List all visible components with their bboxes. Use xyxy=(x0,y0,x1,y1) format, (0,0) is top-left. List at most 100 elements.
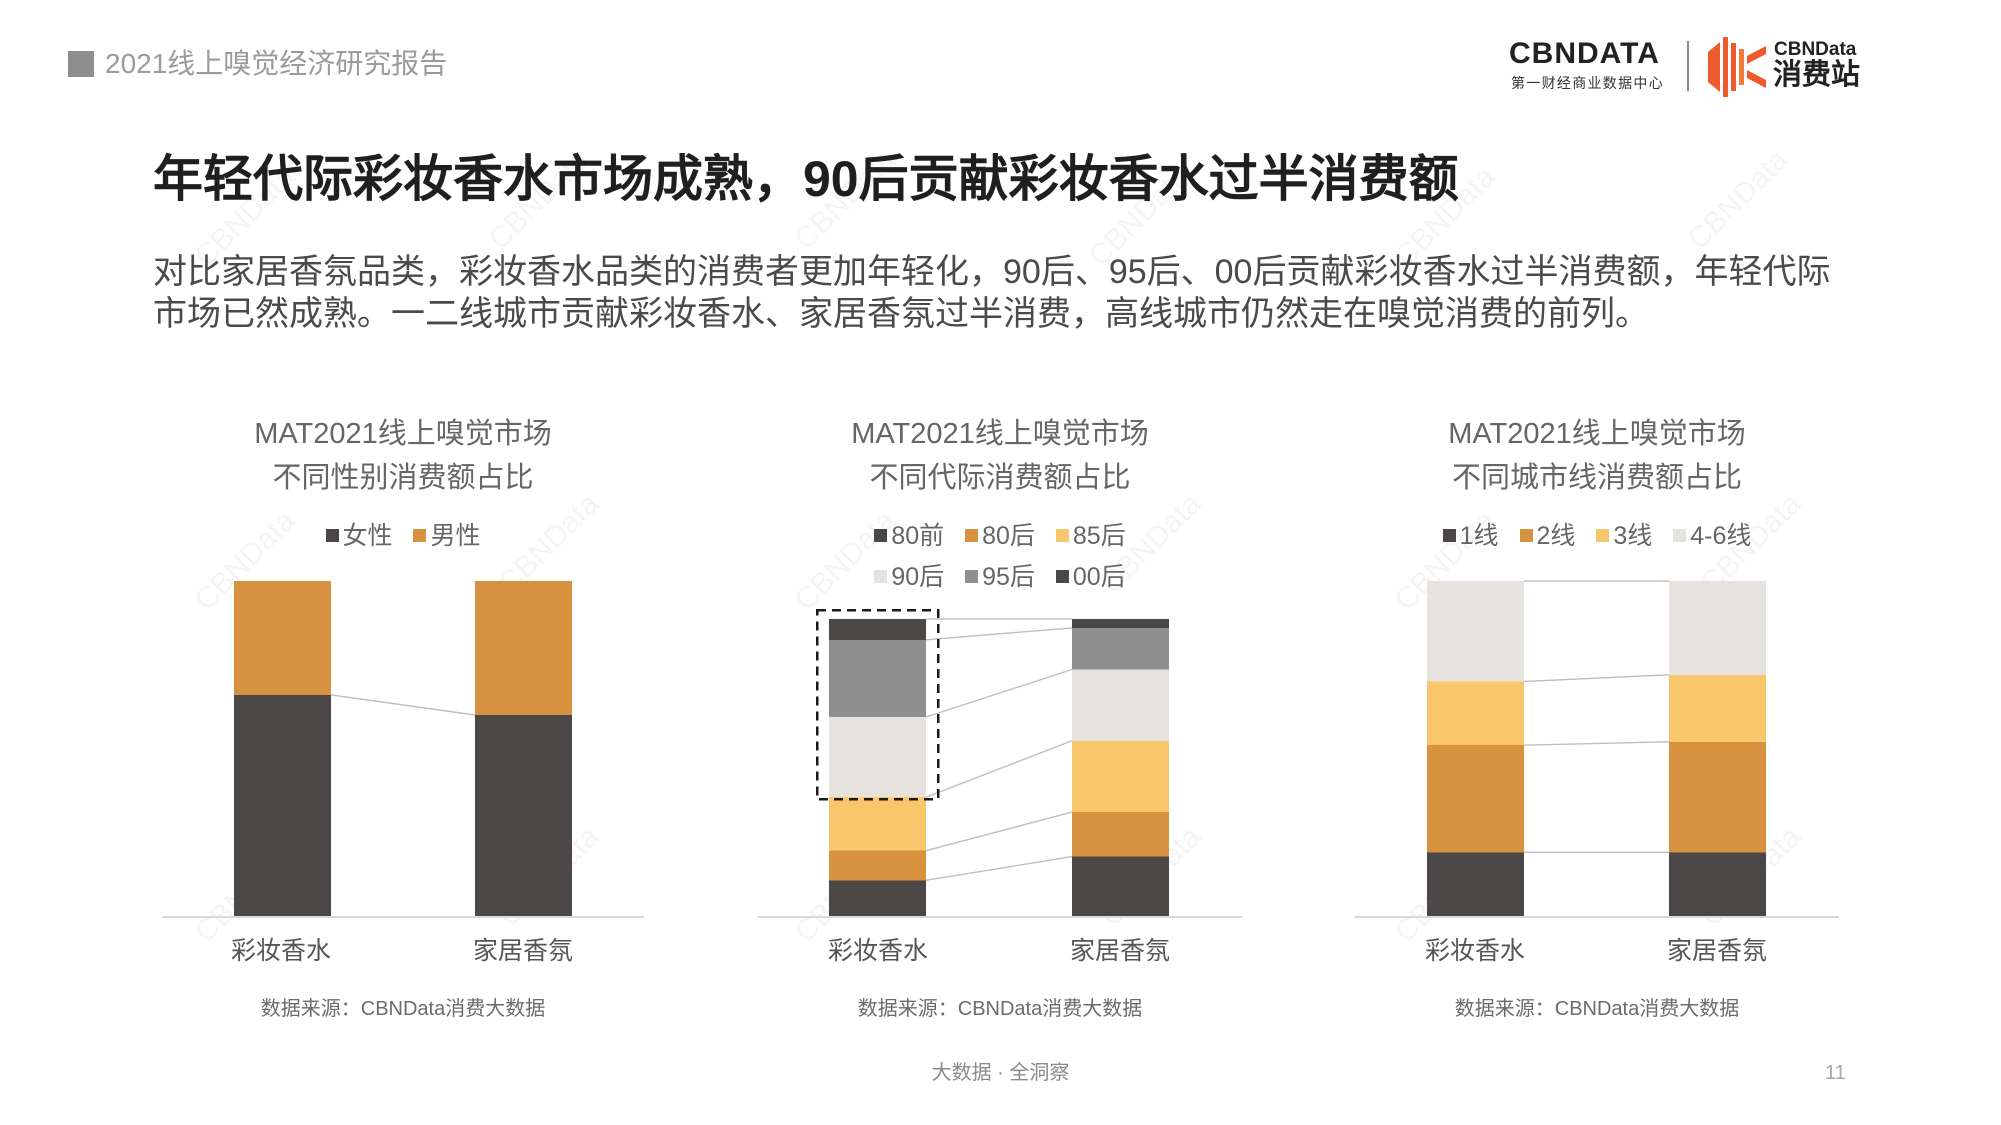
consumer-station-logo-icon xyxy=(1708,37,1766,97)
legend-swatch xyxy=(1442,528,1456,542)
footer-tagline: 大数据 · 全洞察 xyxy=(931,1062,1070,1084)
chart-2-bar-2-segment-5 xyxy=(1072,627,1169,670)
chart-3-connector-line xyxy=(1523,741,1670,746)
consumer-station-brand-title: 消费站 xyxy=(1773,59,1861,91)
chart-generation: MAT2021线上嗅觉市场 不同代际消费额占比 80前 80后 85后 90后 … xyxy=(720,400,1280,1025)
legend-swatch xyxy=(965,528,979,542)
data-source-note: 数据来源：CBNData消费大数据 xyxy=(857,998,1143,1020)
chart-subtitle: 不同城市线消费额占比 xyxy=(1451,462,1742,494)
chart-legend-row-2: 90后 95后 00后 xyxy=(720,559,1280,595)
chart-3-bar-1-segment-4 xyxy=(1427,581,1524,682)
legend-item: 90后 xyxy=(874,559,944,595)
x-axis-label: 家居香氛 xyxy=(472,937,573,965)
chart-2-bar-1-segment-4 xyxy=(829,717,926,798)
body-text-line: 市场已然成熟。一二线城市贡献彩妆香水、家居香氛过半消费，高线城市仍然走在嗅觉消费… xyxy=(153,295,1649,333)
legend-swatch xyxy=(874,528,888,542)
legend-swatch xyxy=(965,569,979,583)
x-axis-label: 彩妆香水 xyxy=(230,937,331,965)
logo-divider xyxy=(1687,41,1689,91)
legend-item: 2线 xyxy=(1519,518,1576,554)
chart-2-bar-1-segment-5 xyxy=(829,639,926,718)
x-axis-label: 彩妆香水 xyxy=(827,937,928,965)
legend-item: 85后 xyxy=(1055,518,1126,554)
chart-title: MAT2021线上嗅觉市场 xyxy=(254,418,552,450)
legend-swatch xyxy=(1055,528,1069,542)
legend-item: 男性 xyxy=(413,518,480,554)
legend-label: 80前 xyxy=(891,522,945,550)
slide-title: 年轻代际彩妆香水市场成熟，90后贡献彩妆香水过半消费额 xyxy=(153,151,1459,207)
chart-2-connector-line xyxy=(925,740,1073,798)
legend-item: 4-6线 xyxy=(1673,518,1751,554)
chart-subtitle: 不同代际消费额占比 xyxy=(869,462,1131,494)
chart-1-bar-2-segment-1 xyxy=(475,715,572,916)
chart-2-bar-2-segment-3 xyxy=(1072,740,1169,813)
chart-1-bar-1-segment-2 xyxy=(234,581,331,695)
chart-city-tier: MAT2021线上嗅觉市场 不同城市线消费额占比 1线 2线 3线 4-6线 彩… xyxy=(1317,400,1877,1025)
legend-label: 2线 xyxy=(1536,522,1576,550)
x-axis-label: 彩妆香水 xyxy=(1424,937,1525,965)
legend-swatch xyxy=(1673,528,1687,542)
legend-swatch xyxy=(325,528,339,542)
chart-1-bar-2-segment-2 xyxy=(475,581,572,715)
chart-2-bar-2-segment-4 xyxy=(1072,669,1169,741)
chart-2-connector-line xyxy=(925,668,1073,718)
legend-item: 1线 xyxy=(1442,518,1499,554)
chart-2-bar-1-segment-1 xyxy=(829,880,926,916)
x-axis-label: 家居香氛 xyxy=(1666,937,1767,965)
chart-title: MAT2021线上嗅觉市场 xyxy=(851,418,1149,450)
chart-3-bar-2-segment-4 xyxy=(1669,581,1766,675)
legend-label: 女性 xyxy=(342,522,393,550)
legend-item: 女性 xyxy=(325,518,393,554)
chart-3-bar-2-segment-3 xyxy=(1669,674,1766,742)
chart-legend: 1线 2线 3线 4-6线 xyxy=(1317,518,1877,554)
body-text-line: 对比家居香氛品类，彩妆香水品类的消费者更加年轻化，90后、95后、00后贡献彩妆… xyxy=(153,253,1831,291)
highlight-dashed-box xyxy=(815,608,940,801)
legend-item: 80前 xyxy=(874,518,944,554)
chart-legend: 女性 男性 xyxy=(123,518,683,554)
consumer-station-brand-name: CBNData xyxy=(1774,39,1857,60)
legend-label: 90后 xyxy=(891,563,945,591)
legend-label: 4-6线 xyxy=(1690,522,1752,550)
chart-subtitle: 不同性别消费额占比 xyxy=(272,462,534,494)
report-marker-icon xyxy=(68,51,94,77)
legend-item: 3线 xyxy=(1596,518,1652,554)
chart-3-bar-1-segment-1 xyxy=(1427,852,1524,916)
legend-swatch xyxy=(1519,528,1533,542)
cbndata-logo-text: CBNDATA xyxy=(1509,37,1660,70)
legend-label: 1线 xyxy=(1459,522,1499,550)
chart-2-bar-2-segment-1 xyxy=(1072,856,1169,916)
x-axis-label: 家居香氛 xyxy=(1069,937,1170,965)
legend-item: 80后 xyxy=(965,518,1035,554)
chart-3-bar-1-segment-3 xyxy=(1427,681,1524,746)
chart-2-bar-1-segment-3 xyxy=(829,797,926,851)
legend-item: 95后 xyxy=(965,559,1035,595)
legend-label: 85后 xyxy=(1072,522,1126,550)
chart-1-bar-1-segment-1 xyxy=(234,694,331,916)
legend-swatch xyxy=(413,528,427,542)
chart-2-connector-line xyxy=(925,627,1073,641)
data-source-note: 数据来源：CBNData消费大数据 xyxy=(260,998,546,1020)
chart-2-bar-2-segment-2 xyxy=(1072,812,1169,857)
legend-item: 00后 xyxy=(1055,559,1126,595)
legend-swatch xyxy=(874,569,888,583)
legend-label: 男性 xyxy=(430,522,481,550)
chart-2-bar-1-segment-2 xyxy=(829,850,926,881)
chart-2-connector-line xyxy=(925,855,1073,882)
chart-1-connector-line xyxy=(330,694,476,716)
data-source-note: 数据来源：CBNData消费大数据 xyxy=(1454,998,1740,1020)
chart-2-connector-line xyxy=(925,811,1073,852)
chart-2-bar-2-segment-6 xyxy=(1072,619,1169,628)
legend-label: 95后 xyxy=(982,563,1035,591)
chart-legend: 80前 80后 85后 xyxy=(720,518,1280,554)
legend-label: 80后 xyxy=(982,522,1035,550)
legend-label: 3线 xyxy=(1613,522,1653,550)
legend-label: 00后 xyxy=(1072,563,1126,591)
chart-gender: MAT2021线上嗅觉市场 不同性别消费额占比 女性 男性 彩妆香水 家居香氛 … xyxy=(123,400,683,1025)
cbndata-logo-subtitle: 第一财经商业数据中心 xyxy=(1511,75,1664,91)
report-title: 2021线上嗅觉经济研究报告 xyxy=(105,48,448,79)
chart-2-bar-1-segment-6 xyxy=(829,619,926,640)
chart-3-bar-1-segment-2 xyxy=(1427,745,1524,853)
legend-swatch xyxy=(1596,528,1610,542)
chart-3-bar-2-segment-1 xyxy=(1669,852,1766,916)
